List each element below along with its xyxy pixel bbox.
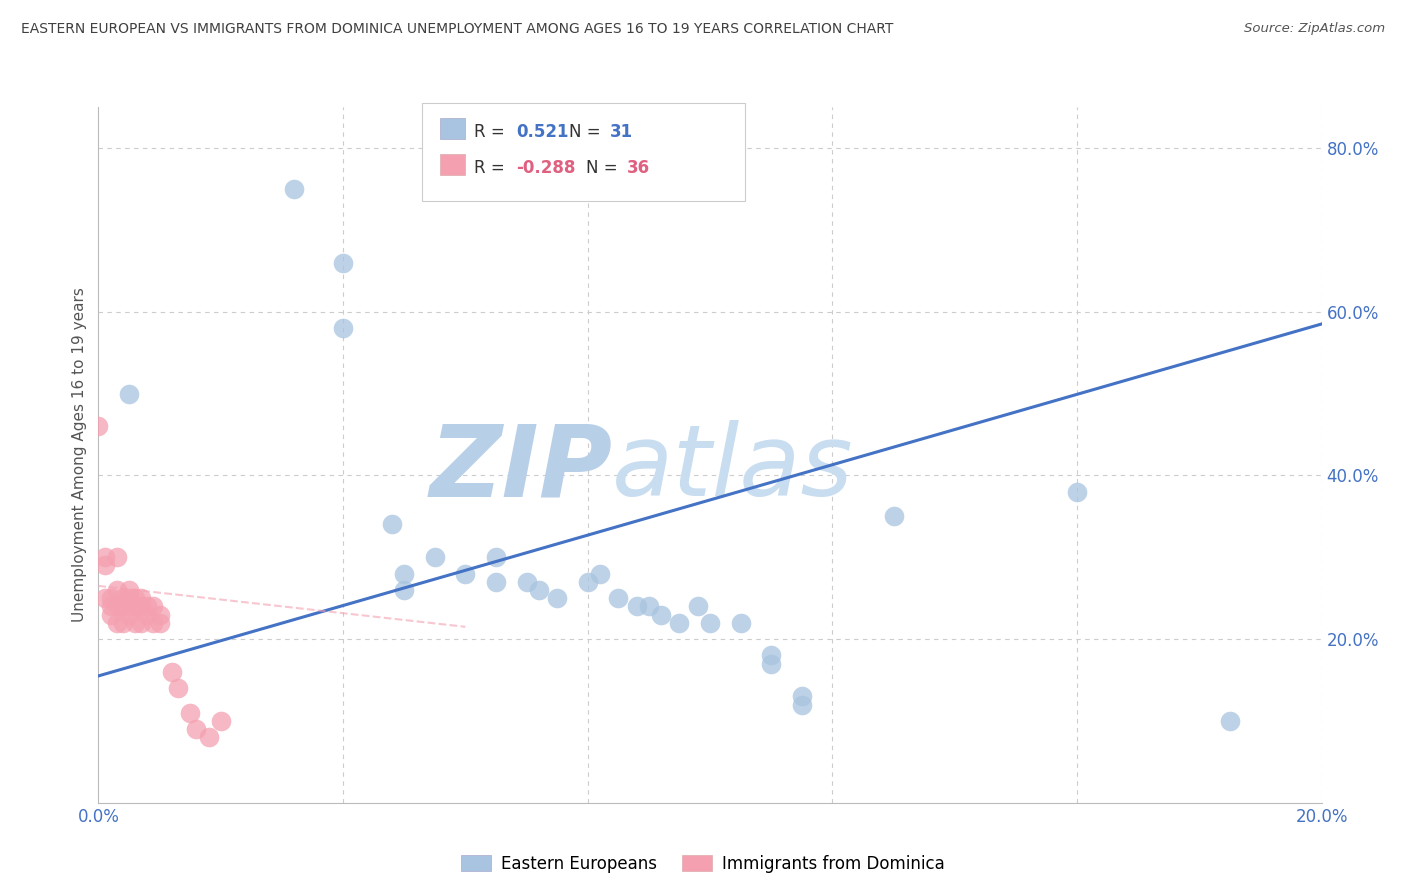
Point [392,582,416,597]
Point [546,591,568,606]
Point [118,607,141,622]
Point [392,566,416,581]
Point [118,582,141,597]
Text: R =: R = [474,159,510,177]
Point [136,599,159,614]
Point [136,607,159,622]
Point [668,615,690,630]
Point [93,591,115,606]
Point [730,615,752,630]
Point [167,681,190,696]
Point [118,591,141,606]
Point [589,566,612,581]
Point [527,582,550,597]
Text: N =: N = [586,159,623,177]
Text: R =: R = [474,123,510,141]
Point [111,591,134,606]
Point [607,591,630,606]
Point [197,731,219,745]
Point [149,615,172,630]
Point [142,615,165,630]
Point [686,599,709,614]
Text: atlas: atlas [612,420,853,517]
Point [160,665,183,679]
Legend: Eastern Europeans, Immigrants from Dominica: Eastern Europeans, Immigrants from Domin… [454,848,952,880]
Point [381,517,404,532]
Point [283,182,305,196]
Point [100,607,122,622]
Point [485,574,508,589]
Point [454,566,477,581]
Point [209,714,232,728]
Point [105,582,128,597]
Point [118,386,141,401]
Point [883,509,905,524]
Point [111,615,134,630]
Point [87,419,110,434]
Point [1219,714,1241,728]
Point [93,558,115,573]
Text: N =: N = [569,123,606,141]
Point [332,321,354,335]
Point [105,615,128,630]
Point [759,648,782,663]
Point [485,550,508,565]
Point [759,657,782,671]
Text: ZIP: ZIP [429,420,612,517]
Y-axis label: Unemployment Among Ages 16 to 19 years: Unemployment Among Ages 16 to 19 years [72,287,87,623]
Point [186,722,208,736]
Point [118,599,141,614]
Point [124,615,146,630]
Point [93,550,115,565]
Point [699,615,721,630]
Point [637,599,661,614]
Point [179,706,201,720]
Point [790,698,813,712]
Point [1066,484,1088,499]
Point [423,550,446,565]
Point [129,591,152,606]
Text: Source: ZipAtlas.com: Source: ZipAtlas.com [1244,22,1385,36]
Point [105,550,128,565]
Point [100,599,122,614]
Point [124,599,146,614]
Point [149,607,172,622]
Point [650,607,672,622]
Point [100,591,122,606]
Point [129,615,152,630]
Text: 31: 31 [610,123,633,141]
Point [790,690,813,704]
Point [105,599,128,614]
Point [124,591,146,606]
Point [626,599,648,614]
Text: 36: 36 [627,159,650,177]
Text: -0.288: -0.288 [516,159,575,177]
Point [111,599,134,614]
Point [142,599,165,614]
Point [576,574,599,589]
Point [332,255,354,269]
Point [129,599,152,614]
Text: EASTERN EUROPEAN VS IMMIGRANTS FROM DOMINICA UNEMPLOYMENT AMONG AGES 16 TO 19 YE: EASTERN EUROPEAN VS IMMIGRANTS FROM DOMI… [21,22,893,37]
Point [516,574,538,589]
Text: 0.521: 0.521 [516,123,568,141]
